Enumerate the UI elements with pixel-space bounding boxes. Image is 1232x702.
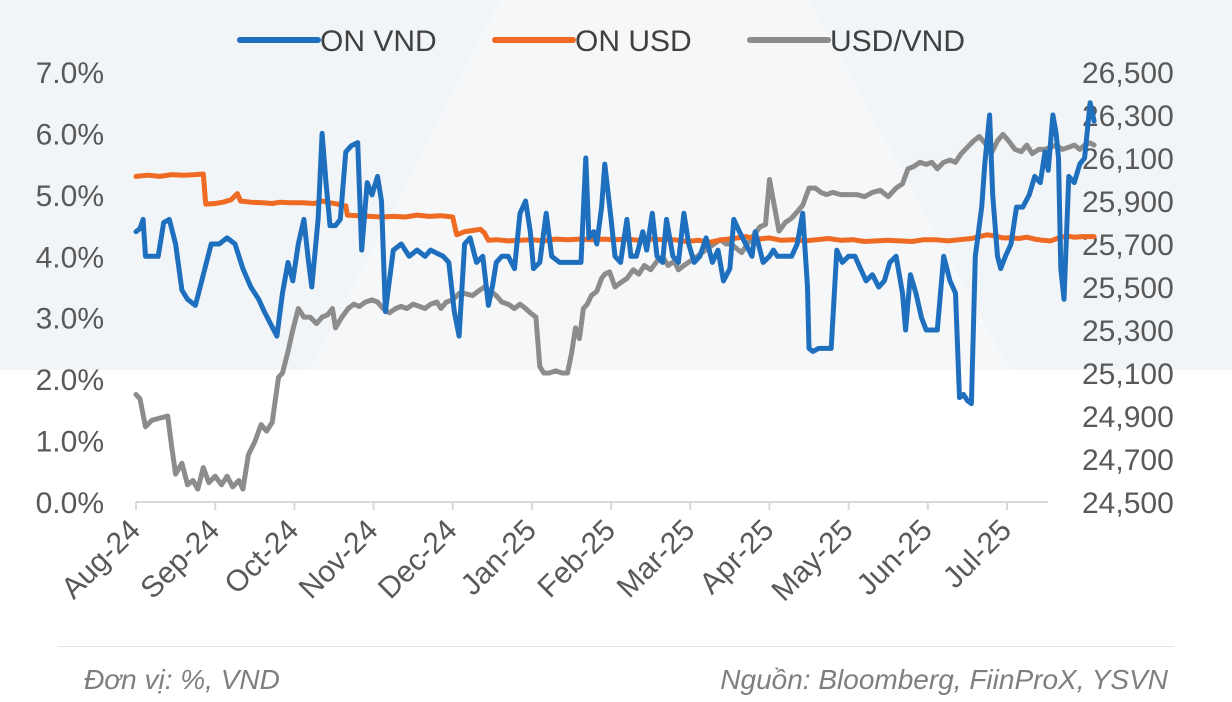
y-right-tick-label: 25,500: [1082, 272, 1174, 305]
footer-divider: [58, 646, 1174, 647]
y-right-tick-label: 25,900: [1082, 186, 1174, 219]
line-chart: ON VND ON USD USD/VND 0.0% 1.0% 2.0% 3.0% 4.0%…: [0, 0, 1232, 640]
y-left-tick-label: 3.0%: [36, 303, 104, 336]
watermark-background: [0, 0, 1232, 640]
y-right-tick-label: 24,500: [1082, 487, 1174, 520]
y-left-tick-label: 6.0%: [36, 118, 104, 151]
y-right-tick-label: 25,100: [1082, 358, 1174, 391]
source-note: Nguồn: Bloomberg, FiinProX, YSVN: [720, 664, 1168, 695]
legend-label-on-usd: ON USD: [575, 25, 692, 58]
series-line-usd-vnd: [133, 131, 1097, 492]
y-right-tick-label: 26,500: [1082, 57, 1174, 90]
series-line-on-usd: [133, 171, 1097, 245]
y-right-tick-label: 26,100: [1082, 143, 1174, 176]
legend-label-on-vnd: ON VND: [320, 25, 437, 58]
y-right-tick-label: 24,700: [1082, 444, 1174, 477]
unit-note: Đơn vị: %, VND: [84, 664, 280, 695]
y-left-tick-label: 2.0%: [36, 364, 104, 397]
y-right-tick-label: 26,300: [1082, 100, 1174, 133]
y-right-tick-label: 24,900: [1082, 401, 1174, 434]
y-right-tick-label: 25,700: [1082, 229, 1174, 262]
y-left-tick-label: 4.0%: [36, 241, 104, 274]
y-left-tick-label: 0.0%: [36, 487, 104, 520]
series-layer: [133, 100, 1097, 492]
y-left-tick-label: 1.0%: [36, 426, 104, 459]
chart-legend: ON VND ON USD USD/VND: [237, 25, 965, 58]
y-left-tick-label: 7.0%: [36, 57, 104, 90]
y-left-tick-label: 5.0%: [36, 180, 104, 213]
y-right-tick-label: 25,300: [1082, 315, 1174, 348]
series-line-on-vnd: [133, 100, 1097, 407]
legend-label-usd-vnd: USD/VND: [830, 25, 965, 58]
